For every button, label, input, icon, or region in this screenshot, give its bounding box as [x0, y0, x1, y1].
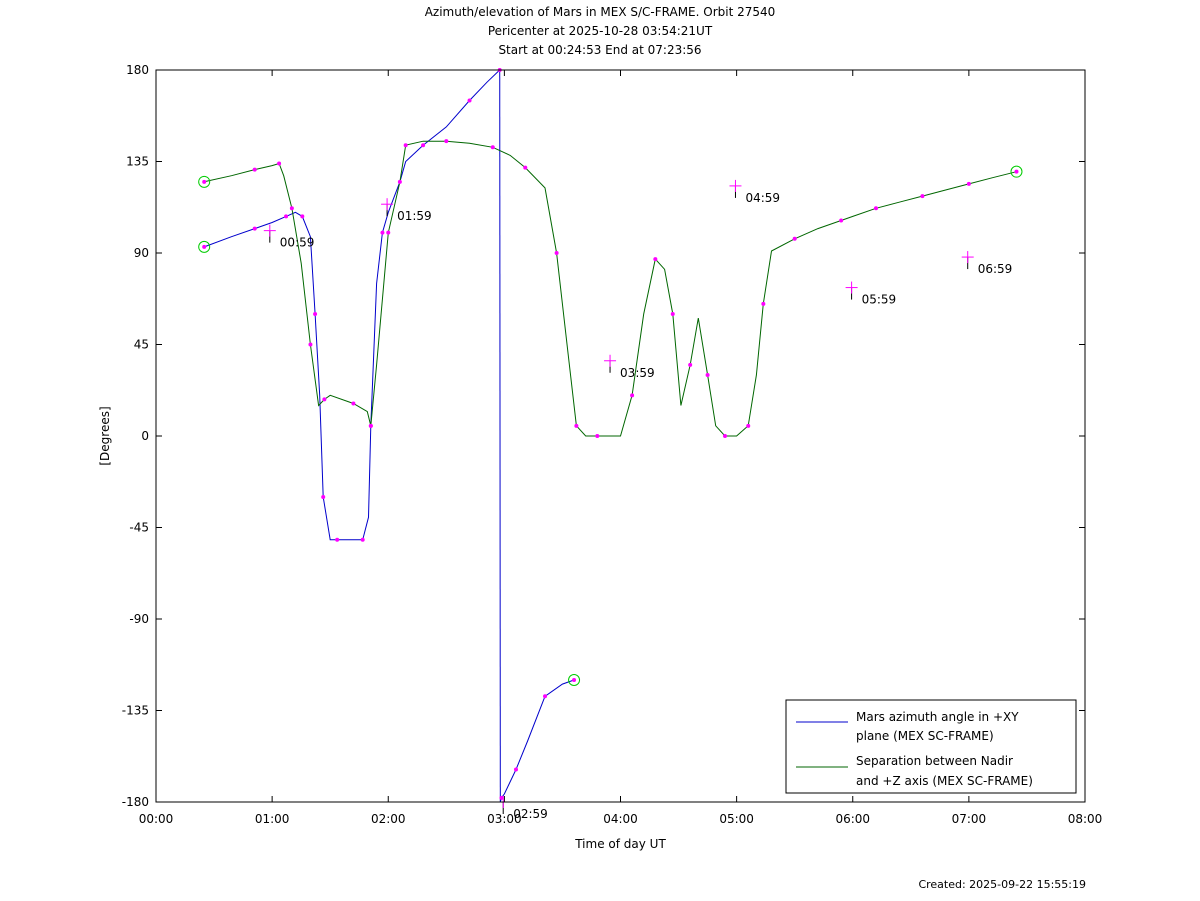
data-point-marker: [572, 678, 577, 682]
data-point-marker: [688, 362, 693, 367]
data-point-marker: [421, 143, 426, 148]
data-point-marker: [574, 423, 579, 428]
data-point-marker: [670, 312, 675, 316]
series-wrap-line: [499, 69, 501, 803]
x-axis-label: Time of day UT: [574, 837, 666, 851]
series-azimuth-line: [204, 69, 575, 803]
data-point-marker: [351, 401, 356, 406]
x-tick-label: 00:00: [139, 812, 174, 826]
data-point-marker: [386, 230, 391, 235]
marker-layer: [198, 68, 1023, 800]
x-tick-label: 05:00: [719, 812, 754, 826]
chart-title-line-2: Pericenter at 2025-10-28 03:54:21UT: [487, 24, 713, 38]
plot-frame: [155, 69, 1086, 803]
data-point-marker: [523, 165, 528, 170]
data-point-marker: [920, 194, 925, 199]
data-point-marker: [289, 206, 294, 211]
data-point-marker: [1014, 169, 1019, 174]
annotation-label: 02:59: [513, 807, 548, 821]
data-point-marker: [252, 226, 257, 231]
data-point-marker: [322, 397, 327, 402]
data-point-marker: [761, 301, 766, 306]
x-tick-label: 04:00: [603, 812, 638, 826]
data-point-marker: [490, 145, 495, 150]
data-point-marker: [653, 257, 658, 262]
data-point-marker: [202, 179, 207, 184]
data-point-marker: [499, 795, 504, 800]
endpoint-ring: [1010, 165, 1023, 178]
y-tick-label: -45: [129, 521, 149, 535]
legend-label-separation-line-2: and +Z axis (MEX SC-FRAME): [856, 774, 1033, 788]
data-point-marker: [300, 214, 305, 219]
x-tick-label: 01:00: [255, 812, 290, 826]
data-point-marker: [513, 767, 518, 772]
data-point-marker: [792, 236, 797, 241]
annotation-label: 00:59: [280, 236, 315, 250]
data-point-marker: [467, 98, 472, 103]
data-point-marker: [746, 423, 751, 428]
data-point-marker: [308, 342, 313, 347]
legend: Mars azimuth angle in +XY plane (MEX SC-…: [785, 699, 1077, 794]
data-point-marker: [723, 434, 728, 438]
y-axis-label: [Degrees]: [98, 406, 112, 465]
endpoint-ring: [568, 674, 581, 686]
data-point-marker: [252, 167, 257, 172]
series-separation-line: [204, 140, 1017, 437]
data-point-marker: [202, 244, 207, 249]
annotation-label: 01:59: [397, 209, 432, 223]
chart-title-line-3: Start at 00:24:53 End at 07:23:56: [498, 43, 702, 57]
y-tick-label: 45: [134, 338, 149, 352]
legend-box: [785, 699, 1077, 794]
annotation-label: 03:59: [620, 366, 655, 380]
data-point-marker: [705, 373, 710, 377]
data-point-marker: [368, 423, 373, 428]
data-point-marker: [543, 694, 548, 699]
annotation-label: 04:59: [745, 191, 780, 205]
endpoint-ring: [198, 240, 211, 253]
data-point-marker: [397, 179, 402, 184]
data-point-marker: [966, 181, 971, 186]
data-point-marker: [321, 495, 326, 499]
annotation-label: 05:59: [862, 293, 897, 307]
data-point-marker: [595, 434, 600, 438]
data-point-marker: [873, 206, 878, 211]
data-point-marker: [839, 218, 844, 223]
x-tick-label: 06:00: [835, 812, 870, 826]
annotation-label: 06:59: [978, 262, 1013, 276]
data-point-marker: [444, 139, 449, 144]
data-point-marker: [554, 251, 559, 255]
y-tick-label: 0: [141, 429, 149, 443]
x-tick-label: 08:00: [1068, 812, 1103, 826]
chart-title-line-1: Azimuth/elevation of Mars in MEX S/C-FRA…: [424, 5, 776, 19]
legend-label-azimuth-line-2: plane (MEX SC-FRAME): [856, 729, 994, 743]
y-tick-label: 180: [126, 63, 149, 77]
y-tick-label: -90: [129, 612, 149, 626]
legend-label-separation-line-1: Separation between Nadir: [856, 754, 1013, 768]
y-tick-label: 90: [134, 246, 149, 260]
data-point-marker: [360, 537, 365, 542]
legend-label-azimuth-line-1: Mars azimuth angle in +XY: [856, 710, 1019, 724]
x-tick-label: 03:00: [487, 812, 522, 826]
created-timestamp: Created: 2025-09-22 15:55:19: [918, 878, 1086, 891]
x-tick-label: 02:00: [371, 812, 406, 826]
data-point-marker: [380, 230, 385, 235]
y-tick-label: -135: [122, 704, 149, 718]
data-point-marker: [335, 537, 340, 542]
endpoint-ring: [198, 175, 211, 188]
data-point-marker: [403, 143, 408, 148]
axis-ticks: 00:00 01:00 02:00 03:00 04:00 05:00 06:00 07:00…: [122, 63, 1103, 826]
x-tick-label: 07:00: [952, 812, 987, 826]
annotation-layer: 00:59 01:59 02:59 03:59 04:59 05:59 06:59: [263, 179, 1013, 821]
data-point-marker: [284, 214, 289, 219]
data-point-marker: [313, 312, 318, 316]
y-tick-label: -180: [122, 795, 149, 809]
y-tick-label: 135: [126, 155, 149, 169]
series-layer: [204, 69, 1017, 803]
data-point-marker: [630, 393, 635, 398]
data-point-marker: [277, 161, 282, 166]
